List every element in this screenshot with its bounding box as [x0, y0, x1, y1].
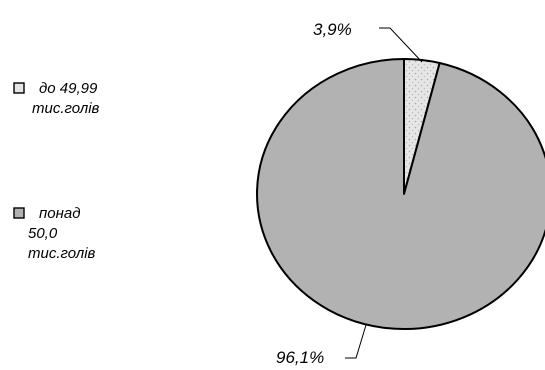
legend-swatch-large [13, 207, 25, 219]
leader-lines [345, 27, 423, 359]
legend-label-large-line-2: 50,0 [28, 225, 58, 242]
pie-slices [256, 58, 545, 330]
legend-entry-small: до 49,99 тис.голів [13, 80, 100, 117]
leader-line-small [379, 27, 423, 63]
data-label-small-slice: 3,9% [313, 20, 352, 39]
legend-label-large-line-1: понад [39, 205, 80, 222]
legend-label-large-line-3: тис.голів [28, 245, 96, 262]
pie-slice-large [256, 58, 545, 330]
leader-line-large [345, 324, 367, 359]
legend-label-small-line-2: тис.голів [32, 100, 100, 117]
data-label-large-slice: 96,1% [276, 348, 324, 367]
legend-swatch-small [13, 82, 25, 94]
legend-entry-large: понад 50,0 тис.голів [13, 205, 96, 262]
legend: до 49,99 тис.голів понад 50,0 тис.голів [13, 80, 100, 262]
legend-label-small-line-1: до 49,99 [39, 80, 98, 97]
